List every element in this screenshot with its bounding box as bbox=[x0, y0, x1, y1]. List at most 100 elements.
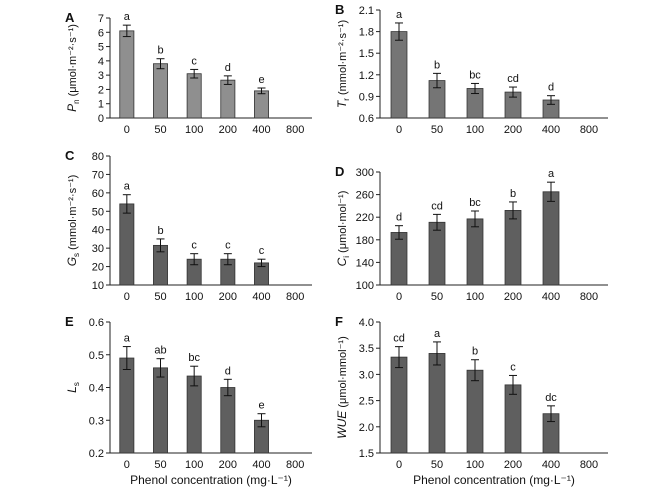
y-tick-label: 0.6 bbox=[359, 113, 374, 125]
y-axis-label-subscript: r bbox=[342, 98, 351, 101]
x-tick-label: 100 bbox=[185, 124, 203, 136]
y-axis-label: Gs (mmol·m⁻²·s⁻¹) bbox=[65, 175, 81, 267]
x-tick-label: 400 bbox=[252, 124, 270, 136]
x-tick-label: 800 bbox=[580, 124, 598, 136]
y-axis-label-symbol: P bbox=[65, 104, 79, 112]
significance-letter: a bbox=[548, 168, 555, 180]
significance-letter: c bbox=[191, 55, 197, 67]
y-axis-label-unit: (μmol·mmol⁻¹) bbox=[337, 336, 349, 410]
y-tick-label: 140 bbox=[356, 257, 374, 269]
y-tick-label: 40 bbox=[92, 225, 104, 237]
x-tick-label: 100 bbox=[185, 291, 203, 303]
bar bbox=[390, 356, 408, 454]
y-tick-label: 300 bbox=[356, 167, 374, 179]
x-tick-label: 0 bbox=[124, 291, 130, 303]
significance-letter: dc bbox=[545, 392, 557, 404]
x-tick-label: 400 bbox=[542, 459, 560, 471]
x-tick-label: 400 bbox=[542, 291, 560, 303]
y-axis-label: WUE (μmol·mmol⁻¹) bbox=[335, 336, 349, 438]
y-axis-label-subscript: s bbox=[72, 382, 81, 386]
y-axis-label-unit: (mmol·m⁻²·s⁻¹) bbox=[67, 175, 79, 253]
panel-b: 0.6 0.9 1.2 1.5 1.8 2.1 0 50 100 200 400 800 a b bc cd d… bbox=[335, 2, 608, 136]
bar bbox=[542, 191, 560, 286]
x-tick-label: 200 bbox=[504, 124, 522, 136]
x-tick-label: 800 bbox=[580, 459, 598, 471]
significance-letter: c bbox=[510, 361, 516, 373]
y-axis-label-symbol: L bbox=[65, 386, 79, 393]
y-tick-label: 5 bbox=[98, 42, 104, 54]
significance-letter: d bbox=[396, 212, 402, 224]
y-axis-label-symbol: G bbox=[65, 257, 79, 266]
x-tick-label: 50 bbox=[431, 124, 443, 136]
bar bbox=[504, 384, 522, 454]
bar bbox=[186, 73, 202, 119]
y-tick-label: 3.5 bbox=[359, 343, 374, 355]
x-tick-label: 400 bbox=[252, 459, 270, 471]
significance-letter: ab bbox=[154, 345, 166, 357]
panel-f: 1.5 2.0 2.5 3.0 3.5 4.0 0 50 100 200 400 800 cd a b c dc… bbox=[335, 314, 608, 487]
y-tick-label: 2.0 bbox=[359, 422, 374, 434]
y-tick-label: 10 bbox=[92, 280, 104, 292]
significance-letter: b bbox=[472, 346, 478, 358]
x-tick-label: 100 bbox=[185, 459, 203, 471]
panel-label: A bbox=[65, 10, 75, 25]
x-tick-label: 100 bbox=[466, 459, 484, 471]
y-tick-label: 260 bbox=[356, 190, 374, 202]
y-tick-label: 7 bbox=[98, 13, 104, 25]
y-tick-label: 0.2 bbox=[89, 448, 104, 460]
x-tick-label: 200 bbox=[219, 124, 237, 136]
bar bbox=[119, 357, 135, 454]
significance-letter: a bbox=[396, 9, 403, 21]
significance-letter: b bbox=[157, 45, 163, 57]
bar bbox=[186, 375, 202, 454]
significance-letter: d bbox=[225, 62, 231, 74]
y-tick-label: 1 bbox=[98, 99, 104, 111]
x-tick-label: 0 bbox=[396, 124, 402, 136]
panel-label: B bbox=[335, 2, 344, 17]
x-tick-label: 200 bbox=[504, 291, 522, 303]
y-tick-label: 80 bbox=[92, 151, 104, 163]
significance-letter: bc bbox=[188, 352, 200, 364]
x-tick-label: 100 bbox=[466, 291, 484, 303]
y-tick-label: 100 bbox=[356, 280, 374, 292]
bar bbox=[119, 30, 135, 119]
y-tick-label: 2.5 bbox=[359, 396, 374, 408]
y-axis-label: Ci (μmol·mol⁻¹) bbox=[335, 191, 351, 267]
significance-letter: bc bbox=[469, 197, 481, 209]
significance-letter: e bbox=[258, 400, 264, 412]
y-axis-label-unit: (μmol·m⁻²·s⁻¹) bbox=[67, 24, 79, 99]
significance-letter: c bbox=[225, 240, 231, 252]
bar bbox=[119, 203, 135, 286]
significance-letter: e bbox=[258, 74, 264, 86]
x-tick-label: 100 bbox=[466, 124, 484, 136]
x-tick-label: 50 bbox=[431, 459, 443, 471]
y-tick-label: 1.2 bbox=[359, 70, 374, 82]
y-axis-label: Ls bbox=[65, 382, 81, 393]
bar bbox=[153, 367, 168, 454]
bar bbox=[390, 232, 408, 286]
significance-letter: bc bbox=[469, 69, 481, 81]
bar bbox=[428, 353, 446, 454]
x-tick-label: 800 bbox=[286, 459, 304, 471]
y-tick-label: 4 bbox=[98, 56, 104, 68]
x-tick-label: 50 bbox=[154, 459, 166, 471]
y-axis-label-subscript: n bbox=[72, 99, 81, 103]
y-tick-label: 0.9 bbox=[359, 91, 374, 103]
y-axis-label: Pn (μmol·m⁻²·s⁻¹) bbox=[65, 24, 81, 112]
x-tick-label: 0 bbox=[124, 124, 130, 136]
y-axis-label: Tr (mmol·m⁻²·s⁻¹) bbox=[335, 20, 351, 108]
significance-letter: d bbox=[548, 82, 554, 94]
panel-label: C bbox=[65, 148, 75, 163]
y-axis-label-symbol: WUE bbox=[335, 410, 349, 439]
x-tick-label: 400 bbox=[252, 291, 270, 303]
bar bbox=[466, 369, 484, 454]
y-tick-label: 0.4 bbox=[89, 383, 104, 395]
significance-letter: c bbox=[191, 240, 197, 252]
panel-label: F bbox=[335, 314, 343, 329]
y-tick-label: 3.0 bbox=[359, 369, 374, 381]
significance-letter: a bbox=[124, 181, 131, 193]
bar bbox=[220, 387, 236, 454]
x-axis-label: Phenol concentration (mg·L⁻¹) bbox=[413, 473, 575, 487]
